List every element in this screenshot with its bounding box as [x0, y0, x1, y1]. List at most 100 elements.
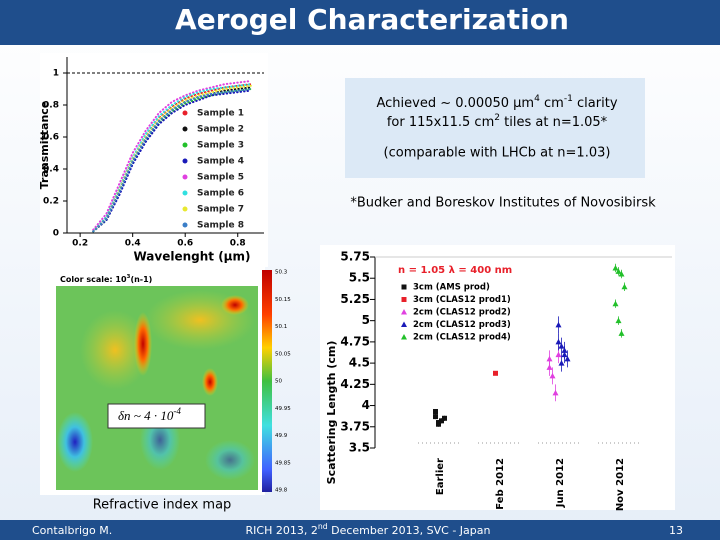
y-tick-label: 3.75 — [340, 419, 370, 433]
y-tick-label: 5.5 — [349, 271, 370, 285]
point — [555, 321, 562, 328]
scale-label: 50 — [275, 379, 282, 385]
map-spot — [202, 368, 218, 396]
point — [555, 351, 562, 358]
map-spot — [205, 440, 255, 480]
scale-label: 50.15 — [275, 297, 291, 303]
footnote: *Budker and Boreskov Institutes of Novos… — [350, 196, 656, 211]
point — [552, 389, 559, 396]
y-tick-label: 5 — [362, 313, 370, 327]
y-tick-label: 4.75 — [340, 334, 370, 348]
point — [555, 338, 562, 345]
y-tick-label: 4.5 — [349, 356, 370, 370]
scale-label: 50.1 — [275, 324, 287, 330]
scale-title: Color scale: 103(n-1) — [60, 274, 152, 284]
y-tick-label: 0.4 — [43, 165, 59, 175]
y-axis-label: Scattering Length (cm) — [325, 341, 338, 485]
series-line — [92, 89, 252, 233]
y-tick-label: 4.25 — [340, 377, 370, 391]
legend-label: Sample 8 — [197, 221, 244, 231]
y-tick-label: 4 — [362, 398, 370, 412]
point — [436, 420, 441, 426]
x-tick-label: Earlier — [435, 458, 446, 495]
point — [615, 268, 622, 274]
point — [401, 321, 407, 327]
y-tick-label: 3.5 — [349, 441, 370, 455]
point — [621, 283, 628, 290]
legend-marker — [182, 174, 188, 180]
y-tick-label: 0.2 — [43, 197, 59, 207]
y-tick-label: 0.8 — [43, 101, 59, 111]
legend-marker — [182, 142, 188, 148]
y-tick-label: 1 — [53, 69, 59, 79]
point — [433, 414, 438, 420]
point — [439, 418, 444, 424]
point — [612, 300, 619, 307]
x-tick-label: 0.2 — [72, 239, 88, 249]
scale-label: 49.9 — [275, 433, 288, 439]
scale-label: 50.3 — [275, 270, 288, 276]
chart-panel — [320, 245, 675, 510]
x-tick-label: 0.6 — [177, 239, 193, 249]
legend-marker — [182, 222, 188, 228]
chart-annotation: n = 1.05 λ = 400 nm — [398, 265, 512, 276]
color-bar — [262, 270, 272, 492]
map-spot — [134, 312, 152, 376]
point — [612, 265, 619, 271]
box-line: Achieved ~ 0.00050 μm4 cm-1 clarity — [376, 94, 617, 111]
legend-label: Sample 4 — [197, 157, 244, 167]
point — [546, 355, 553, 362]
legend-label: 2cm (CLAS12 prod4) — [413, 333, 511, 343]
series-line — [92, 83, 252, 233]
legend-label: 2cm (CLAS12 prod3) — [413, 320, 511, 330]
scale-label: 49.85 — [275, 460, 291, 466]
text-box — [345, 78, 645, 178]
legend-label: Sample 7 — [197, 205, 244, 215]
point — [401, 334, 407, 340]
point — [558, 360, 565, 366]
y-tick-label: 0.6 — [43, 133, 59, 143]
point — [615, 317, 622, 324]
map-caption: Refractive index map — [93, 498, 232, 513]
scale-labels: 50.3 50.15 50.1 50.05 50 49.95 49.9 49.85 49.8 — [275, 270, 291, 494]
map-annotation: δn ~ 4 · 10-4 — [118, 406, 181, 423]
point — [558, 343, 565, 349]
footer-author: Contalbrigo M. — [32, 524, 112, 537]
x-tick-label: 0.8 — [230, 239, 246, 249]
slide-title: Aerogel Characterization — [175, 3, 569, 36]
point — [401, 297, 407, 302]
scale-label: 49.95 — [275, 406, 291, 412]
footer-event: RICH 2013, 2nd December 2013, SVC - Japa… — [246, 522, 491, 537]
map-spot — [221, 295, 249, 315]
legend-label: 2cm (CLAS12 prod2) — [413, 308, 511, 318]
legend-label: Sample 6 — [197, 189, 244, 199]
legend-label: 3cm (AMS prod) — [413, 283, 490, 293]
point — [442, 415, 447, 421]
legend-label: Sample 2 — [197, 125, 244, 135]
y-tick-label: 0 — [53, 229, 59, 239]
point — [618, 330, 625, 336]
legend-marker — [182, 190, 188, 196]
scale-label: 49.8 — [275, 488, 288, 494]
footer-page: 13 — [669, 524, 683, 537]
point — [561, 347, 568, 353]
point — [549, 372, 556, 379]
legend-marker — [182, 158, 188, 164]
box-line: for 115x11.5 cm2 tiles at n=1.05* — [387, 113, 608, 130]
legend-marker — [182, 126, 188, 132]
legend-label: Sample 1 — [197, 109, 244, 119]
map-spot — [80, 310, 150, 390]
point — [401, 284, 407, 290]
x-tick-label: Jun 2012 — [555, 458, 566, 508]
x-tick-label: 0.4 — [125, 239, 141, 249]
legend-marker — [182, 110, 188, 116]
legend-marker — [182, 206, 188, 212]
legend-label: Sample 3 — [197, 141, 244, 151]
point — [618, 270, 625, 277]
point — [433, 408, 438, 414]
legend-label: 3cm (CLAS12 prod1) — [413, 295, 511, 305]
point — [401, 309, 407, 315]
index-map: Color scale: 103(n-1) 50.3 50.15 50.1 50.05… — [40, 265, 291, 513]
box-line: (comparable with LHCb at n=1.03) — [384, 146, 611, 161]
